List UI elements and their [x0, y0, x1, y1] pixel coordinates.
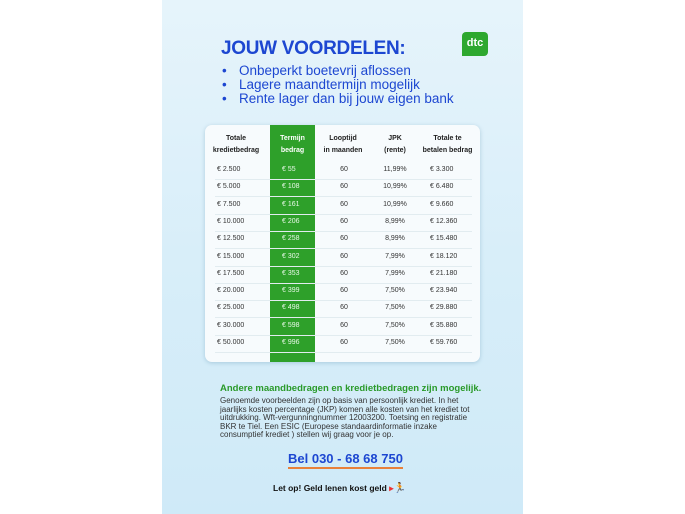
table-cell: € 18.120	[430, 252, 458, 260]
table-row: € 17.500 € 353 60 7,99% € 21.180	[215, 266, 472, 284]
header-line: bedrag	[280, 147, 305, 154]
table-cell: € 302	[282, 252, 300, 260]
header-line: in maanden	[323, 147, 363, 154]
table-cell: € 399	[282, 287, 300, 295]
table-cell: € 15.000	[217, 252, 245, 260]
table-cell: € 15.480	[430, 235, 458, 243]
column-header: Looptijd in maanden	[317, 133, 369, 157]
header-line: JPK	[388, 135, 402, 142]
table-row: € 20.000 € 399 60 7,50% € 23.940	[215, 283, 472, 302]
header-line: (rente)	[384, 147, 406, 154]
table-cell: € 5.000	[217, 183, 241, 191]
table-cell: € 29.880	[430, 304, 458, 312]
table-cell: 60	[340, 304, 348, 312]
benefit-item: Rente lager dan bij jouw eigen bank	[222, 92, 454, 107]
table-cell: 7,50%	[385, 304, 405, 312]
table-cell: € 353	[282, 269, 300, 277]
column-header: JPK (rente)	[375, 133, 415, 157]
table-row: € 2.500 € 55 60 11,99% € 3.300	[215, 162, 472, 180]
table-cell: € 17.500	[217, 269, 245, 277]
table-cell: € 10.000	[217, 217, 245, 225]
table-cell: € 21.180	[430, 269, 458, 277]
table-cell: 60	[340, 166, 348, 173]
table-cell: 60	[340, 235, 348, 243]
table-cell: € 161	[282, 200, 300, 208]
benefit-item: Onbeperkt boetevrij aflossen	[222, 64, 454, 79]
table-cell: € 12.500	[217, 235, 245, 243]
table-cell: € 35.880	[430, 321, 458, 329]
note-text: Genoemde voorbeelden zijn op basis van p…	[220, 396, 470, 439]
table-cell: € 206	[282, 217, 300, 225]
table-cell: 7,50%	[385, 321, 405, 329]
table-cell: 60	[340, 287, 348, 295]
table-row: € 25.000 € 498 60 7,50% € 29.880	[215, 300, 472, 319]
warning-label: Let op! Geld lenen kost geld	[273, 483, 387, 493]
table-cell: € 3.300	[430, 166, 454, 173]
table-cell: € 498	[282, 304, 300, 312]
table-cell: 60	[340, 252, 348, 260]
table-cell: 7,50%	[385, 339, 405, 346]
table-cell: 8,99%	[385, 235, 405, 243]
benefits-list: Onbeperkt boetevrij aflossen Lagere maan…	[222, 64, 454, 107]
table-cell: € 50.000	[217, 339, 245, 346]
table-cell: 60	[340, 200, 348, 208]
table-cell: € 258	[282, 235, 300, 243]
page-title: JOUW VOORDELEN:	[221, 38, 406, 59]
column-header: Totale te betalen bedrag	[420, 133, 475, 157]
header-line: Termijn	[280, 135, 305, 142]
table-cell: € 6.480	[430, 183, 454, 191]
header-line: kredietbedrag	[212, 147, 260, 154]
table-cell: € 20.000	[217, 287, 245, 295]
table-cell: € 7.500	[217, 200, 241, 208]
table-cell: 60	[340, 183, 348, 191]
table-cell: 7,99%	[385, 269, 405, 277]
table-row: € 30.000 € 598 60 7,50% € 35.880	[215, 318, 472, 336]
table-cell: € 23.940	[430, 287, 458, 295]
table-cell: 10,99%	[383, 183, 407, 191]
table-row: € 10.000 € 206 60 8,99% € 12.360	[215, 214, 472, 232]
table-cell: € 12.360	[430, 217, 458, 225]
header-line: betalen bedrag	[422, 147, 473, 154]
table-cell: 60	[340, 269, 348, 277]
benefit-item: Lagere maandtermijn mogelijk	[222, 78, 454, 93]
highlight-column	[270, 125, 315, 362]
table-cell: 10,99%	[383, 200, 407, 208]
table-row: € 7.500 € 161 60 10,99% € 9.660	[215, 197, 472, 215]
table-cell: € 55	[282, 166, 296, 173]
table-cell: 7,50%	[385, 287, 405, 295]
table-row: € 12.500 € 258 60 8,99% € 15.480	[215, 231, 472, 250]
dtc-logo: dtc	[462, 32, 488, 56]
table-cell: € 59.760	[430, 339, 458, 346]
credit-table: Totale kredietbedrag Termijn bedrag Looptijd…	[205, 125, 480, 362]
table-row: € 50.000 € 996 60 7,50% € 59.760	[215, 335, 472, 353]
table-cell: € 996	[282, 339, 300, 346]
header-line: Totale te	[433, 135, 462, 142]
header-line: Totale	[225, 135, 247, 142]
table-cell: € 2.500	[217, 166, 241, 173]
running-man-icon: ▸	[389, 483, 394, 493]
header-line: Looptijd	[329, 135, 357, 142]
table-cell: 60	[340, 339, 348, 346]
table-cell: € 9.660	[430, 200, 454, 208]
table-cell: € 25.000	[217, 304, 245, 312]
warning-text: Let op! Geld lenen kost geld ▸🏃	[273, 483, 406, 494]
table-row: € 15.000 € 302 60 7,99% € 18.120	[215, 249, 472, 267]
table-cell: € 598	[282, 321, 300, 329]
column-header: Termijn bedrag	[270, 133, 315, 157]
table-cell: € 108	[282, 183, 300, 191]
table-cell: € 30.000	[217, 321, 245, 329]
table-cell: 8,99%	[385, 217, 405, 225]
table-cell: 11,99%	[383, 166, 407, 173]
note-heading: Andere maandbedragen en kredietbedragen …	[220, 383, 482, 394]
phone-link[interactable]: Bel 030 - 68 68 750	[288, 451, 403, 469]
table-cell: 60	[340, 321, 348, 329]
table-cell: 60	[340, 217, 348, 225]
table-cell: 7,99%	[385, 252, 405, 260]
column-header: Totale kredietbedrag	[211, 133, 261, 157]
table-row: € 5.000 € 108 60 10,99% € 6.480	[215, 179, 472, 198]
